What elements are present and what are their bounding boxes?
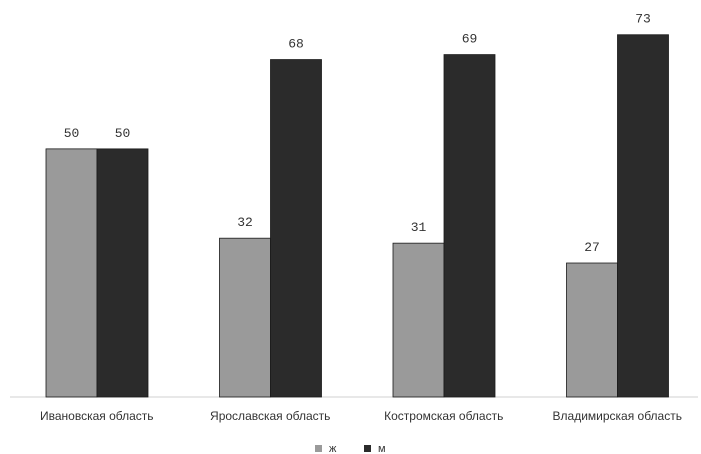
bar-m-1 — [270, 59, 322, 398]
bar-zh-1 — [219, 237, 271, 398]
bar-m-0 — [96, 148, 149, 398]
x-tick-label-0: Ивановская область — [40, 409, 154, 423]
x-tick-label-1: Ярославская область — [210, 409, 330, 423]
data-label-m-1: 68 — [288, 37, 304, 52]
bar-m-2 — [443, 54, 496, 398]
bar-zh-0 — [45, 148, 98, 398]
data-label-zh-0: 50 — [64, 126, 80, 141]
bar-zh-2 — [392, 242, 445, 398]
x-tick-label-3: Владимирская область — [553, 409, 682, 423]
data-label-zh-1: 32 — [237, 215, 253, 230]
data-label-zh-2: 31 — [411, 220, 427, 235]
data-label-zh-3: 27 — [584, 240, 600, 255]
data-labels-layer: 50 50 32 68 31 69 27 73 — [64, 12, 651, 255]
legend-label-m: м — [378, 443, 386, 454]
data-label-m-0: 50 — [115, 126, 131, 141]
legend-swatch-zh — [315, 445, 322, 452]
data-label-m-2: 69 — [462, 32, 478, 47]
bar-m-3 — [617, 34, 669, 398]
legend-swatch-m — [364, 445, 371, 452]
legend-label-zh: ж — [329, 443, 337, 454]
data-label-m-3: 73 — [635, 12, 651, 27]
x-tick-label-2: Костромская область — [384, 409, 503, 423]
bar-zh-3 — [566, 262, 618, 398]
x-tick-labels-layer: Ивановская область Ярославская область Кос… — [40, 409, 682, 423]
bars-layer — [45, 34, 669, 398]
